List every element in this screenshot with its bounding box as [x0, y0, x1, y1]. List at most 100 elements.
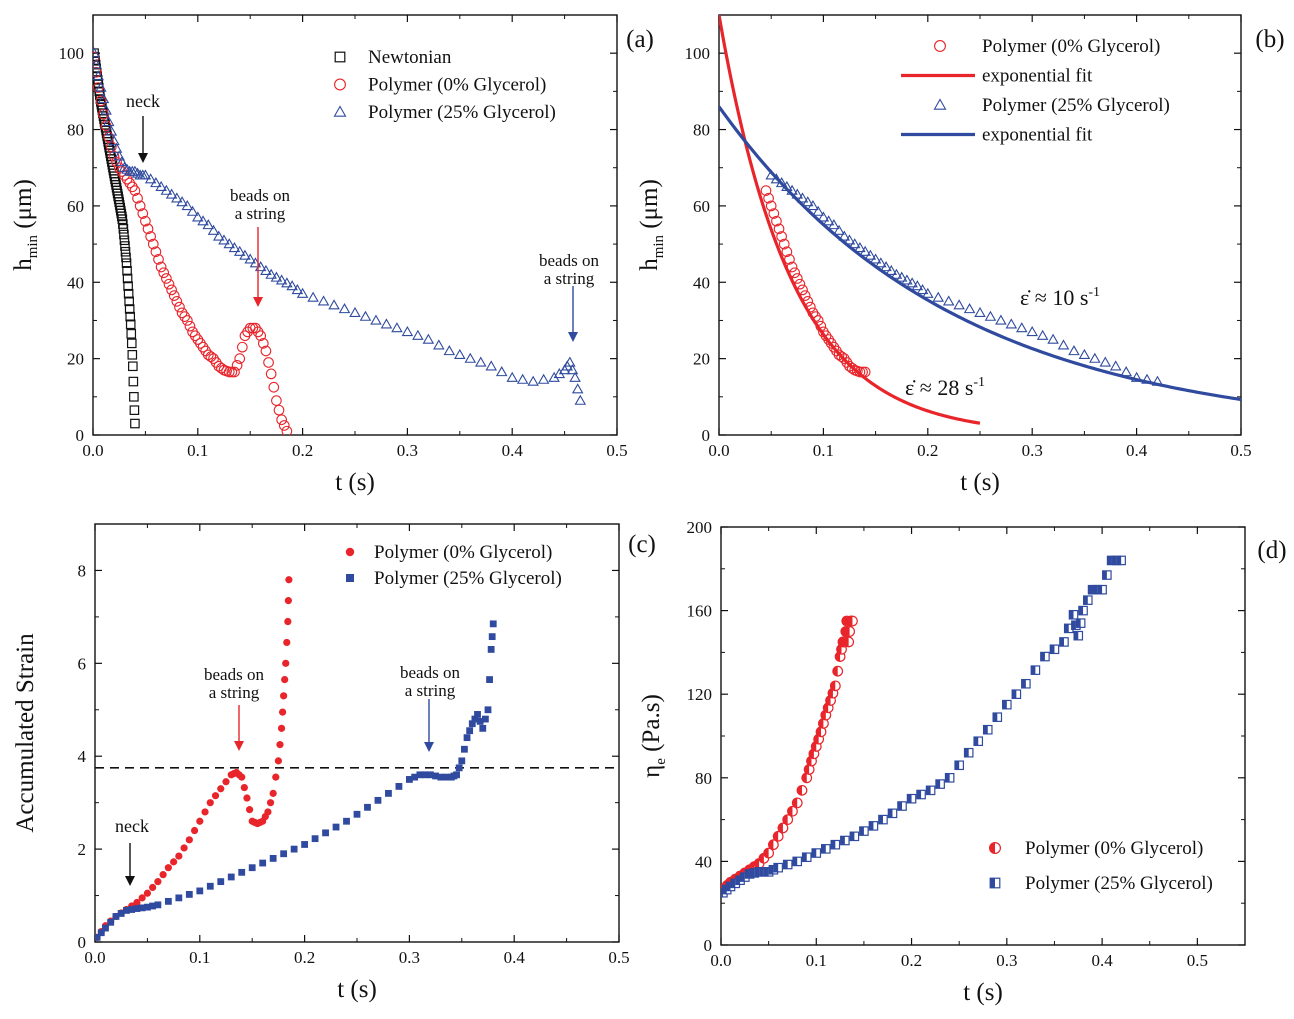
data-point [820, 844, 831, 854]
x-axis-label: t (s) [335, 469, 375, 496]
data-point [1097, 584, 1107, 595]
data-point [278, 708, 287, 716]
data-point [307, 291, 319, 302]
data-point [153, 254, 164, 265]
data-point [812, 205, 824, 216]
y-axis-label-sub: min [25, 234, 41, 258]
marker-fill [878, 815, 883, 824]
legend-entry: Polymer (0% Glycerol) [345, 542, 552, 563]
marker-fill [1071, 621, 1076, 630]
marker-fill [1069, 610, 1074, 619]
marker-fill [823, 702, 829, 713]
data-point [93, 58, 102, 69]
data-point [776, 231, 787, 242]
data-point [461, 745, 468, 753]
marker-fill [1076, 618, 1081, 628]
x-tick-label: 0.2 [292, 441, 313, 460]
series-1 [93, 51, 293, 435]
x-tick-label: 0.5 [1230, 441, 1251, 460]
data-point [164, 864, 172, 872]
y-axis-label: hmin (μm) [10, 179, 41, 271]
data-point [95, 95, 107, 107]
data-point [833, 224, 845, 235]
data-point [207, 224, 220, 235]
data-point [217, 878, 225, 886]
data-point [129, 185, 141, 196]
marker-fill [740, 872, 745, 882]
legend-label: Polymer (0% Glycerol) [982, 36, 1160, 57]
data-point [149, 883, 157, 892]
data-point [484, 706, 492, 714]
data-point [202, 219, 215, 230]
x-tick-label: 0.2 [901, 951, 922, 970]
data-point [768, 839, 779, 851]
data-point [129, 165, 141, 176]
data-point [374, 796, 382, 804]
data-point [100, 104, 112, 115]
data-point [265, 268, 277, 279]
annotation: neck [115, 816, 149, 886]
data-point [822, 215, 835, 226]
data-point [121, 258, 132, 268]
data-point [773, 223, 785, 235]
data-point [276, 741, 284, 749]
data-point [108, 150, 120, 162]
data-point [121, 163, 133, 174]
data-point [838, 230, 851, 241]
data-point [174, 301, 185, 313]
data-point [168, 290, 180, 301]
plot-data [719, 15, 1241, 425]
data-point [1078, 605, 1088, 616]
marker-fill [773, 831, 779, 842]
data-point [772, 830, 784, 842]
data-point [901, 274, 913, 285]
annotation-text: beads on [400, 663, 460, 682]
marker-fill [974, 737, 979, 746]
data-point [154, 878, 162, 886]
legend-entry: Polymer (0% Glycerol) [988, 838, 1203, 859]
data-point [868, 821, 879, 831]
marker-fill [1088, 585, 1093, 594]
annotation-text: a string [544, 269, 595, 288]
data-point [832, 665, 844, 677]
annotation: ε̇ ≈ 10 s-1 [1020, 285, 1100, 310]
y-tick-label: 40 [67, 273, 84, 292]
y-tick-label: 100 [685, 44, 711, 63]
data-point [954, 760, 964, 771]
y-axis-label-unit: (Pa.s) [638, 694, 665, 758]
plot-data [721, 555, 1126, 898]
data-point [317, 295, 330, 306]
data-point [859, 826, 869, 836]
legend-marker [934, 40, 946, 52]
data-point [113, 150, 125, 161]
data-point [117, 910, 125, 917]
x-tick-label: 0.2 [917, 441, 938, 460]
data-point [102, 924, 109, 932]
data-point [286, 280, 298, 291]
y-tick-label: 0 [76, 426, 85, 445]
data-point [155, 261, 167, 273]
legend-marker [989, 877, 1001, 889]
data-point [271, 395, 282, 406]
data-point [176, 196, 188, 207]
marker-fill [935, 779, 941, 789]
annotation-sup: -1 [973, 375, 985, 390]
data-point [849, 831, 860, 842]
data-point [564, 356, 576, 367]
data-point [192, 211, 204, 222]
marker-fill [844, 626, 850, 637]
marker-fill [813, 734, 819, 744]
data-point [878, 814, 888, 825]
data-point [234, 353, 246, 364]
legend-entry: Polymer (25% Glycerol) [989, 873, 1213, 894]
data-point [843, 636, 855, 648]
x-tick-label: 0.3 [1022, 441, 1043, 460]
data-point [236, 341, 248, 353]
data-point [142, 223, 154, 235]
marker-fill [1112, 556, 1117, 565]
data-point [259, 859, 267, 867]
legend-marker [333, 105, 347, 117]
data-point [154, 901, 162, 909]
x-tick-label: 0.1 [813, 441, 834, 460]
data-point [995, 314, 1007, 325]
